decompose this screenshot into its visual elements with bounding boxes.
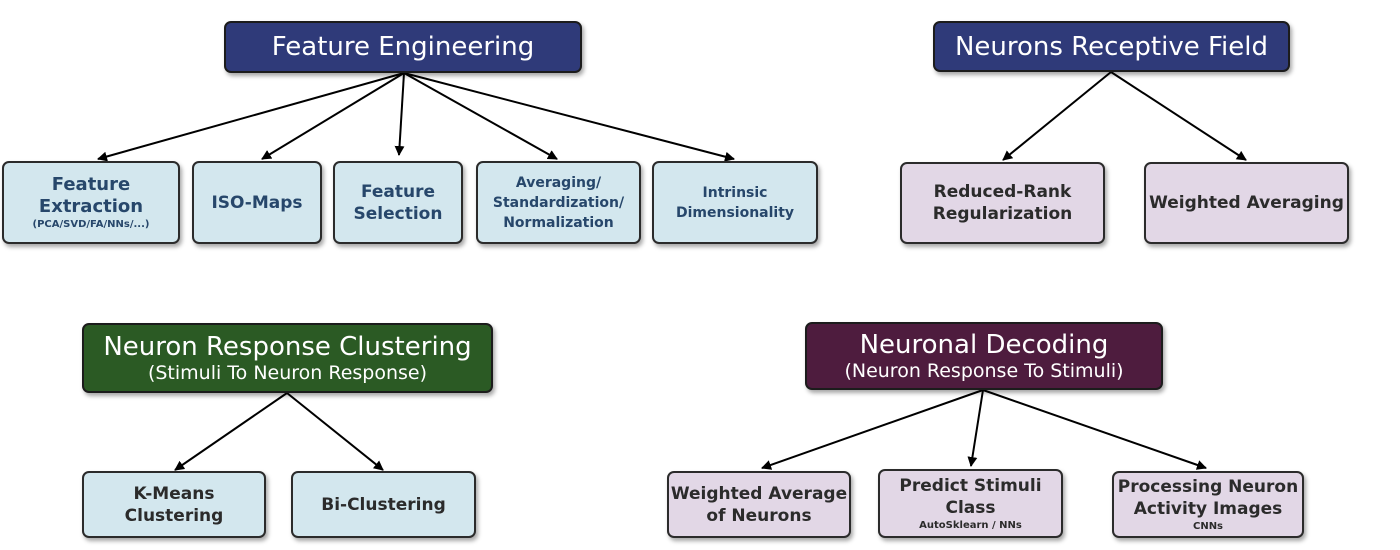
feature-selection-line2: Selection <box>353 203 443 224</box>
receptive-field-header: Neurons Receptive Field <box>933 21 1290 72</box>
averaging-line1: Averaging/ <box>515 174 602 191</box>
arrow-fe-to-selection <box>394 72 405 156</box>
biclustering-box: Bi-Clustering <box>291 471 476 538</box>
averaging-line2: Standardization/ <box>492 194 625 211</box>
reduced-rank-line2: Regularization <box>932 204 1073 224</box>
arrow-nrf-to-reduced-rank <box>1002 71 1112 161</box>
arrow-nrf-to-weighted-averaging <box>1110 71 1247 161</box>
biclustering-label: Bi-Clustering <box>321 494 446 515</box>
feature-engineering-header: Feature Engineering <box>224 21 582 73</box>
predict-stimuli-sub: AutoSklearn / NNs <box>919 520 1022 531</box>
response-clustering-header: Neuron Response Clustering (Stimuli To N… <box>82 323 493 393</box>
arrow-fe-to-extraction <box>97 72 405 162</box>
arrow-nd-to-processing <box>982 389 1207 470</box>
arrow-fe-to-averaging <box>403 72 558 160</box>
response-clustering-subtitle: (Stimuli To Neuron Response) <box>147 362 428 384</box>
intrinsic-line1: Intrinsic <box>702 184 768 201</box>
receptive-field-title: Neurons Receptive Field <box>954 31 1268 62</box>
feature-extraction-line1: Feature <box>51 174 131 195</box>
processing-neuron-box: Processing Neuron Activity Images CNNs <box>1112 471 1304 538</box>
arrow-nd-to-weighted-average <box>761 389 984 470</box>
predict-stimuli-line1: Predict Stimuli <box>899 476 1042 496</box>
feature-selection-line1: Feature <box>360 181 436 202</box>
iso-maps-box: ISO-Maps <box>192 161 322 244</box>
predict-stimuli-box: Predict Stimuli Class AutoSklearn / NNs <box>878 469 1063 538</box>
intrinsic-line2: Dimensionality <box>675 204 795 221</box>
averaging-line3: Normalization <box>503 214 614 231</box>
predict-stimuli-line2: Class <box>945 498 996 518</box>
feature-engineering-title: Feature Engineering <box>271 32 535 62</box>
kmeans-box: K-Means Clustering <box>82 471 266 538</box>
arrow-fe-to-isomaps <box>261 72 405 160</box>
neuronal-decoding-title: Neuronal Decoding <box>859 330 1109 360</box>
neuronal-decoding-subtitle: (Neuron Response To Stimuli) <box>844 360 1124 382</box>
response-clustering-title: Neuron Response Clustering <box>103 332 472 362</box>
arrow-nd-to-predict <box>967 389 984 467</box>
arrow-nrc-to-biclustering <box>286 392 384 471</box>
averaging-box: Averaging/ Standardization/ Normalizatio… <box>476 161 641 244</box>
weighted-average-line2: of Neurons <box>706 505 812 526</box>
processing-line2: Activity Images <box>1133 499 1283 519</box>
neuronal-decoding-header: Neuronal Decoding (Neuron Response To St… <box>805 322 1163 390</box>
processing-line1: Processing Neuron <box>1117 477 1299 497</box>
weighted-average-line1: Weighted Average <box>670 483 848 504</box>
processing-sub: CNNs <box>1192 521 1224 532</box>
iso-maps-label: ISO-Maps <box>211 192 303 213</box>
kmeans-line1: K-Means <box>133 483 215 504</box>
reduced-rank-box: Reduced-Rank Regularization <box>900 162 1105 244</box>
arrow-nrc-to-kmeans <box>174 392 288 471</box>
feature-selection-box: Feature Selection <box>333 161 463 244</box>
feature-extraction-sub: (PCA/SVD/FA/NNs/...) <box>32 219 150 230</box>
arrow-fe-to-intrinsic <box>403 72 735 162</box>
weighted-average-neurons-box: Weighted Average of Neurons <box>667 471 851 538</box>
weighted-averaging-label: Weighted Averaging <box>1149 193 1344 213</box>
intrinsic-dimensionality-box: Intrinsic Dimensionality <box>652 161 818 244</box>
feature-extraction-line2: Extraction <box>38 196 144 217</box>
reduced-rank-line1: Reduced-Rank <box>933 182 1072 202</box>
weighted-averaging-box: Weighted Averaging <box>1144 162 1349 244</box>
kmeans-line2: Clustering <box>124 505 224 526</box>
feature-extraction-box: Feature Extraction (PCA/SVD/FA/NNs/...) <box>2 161 180 244</box>
